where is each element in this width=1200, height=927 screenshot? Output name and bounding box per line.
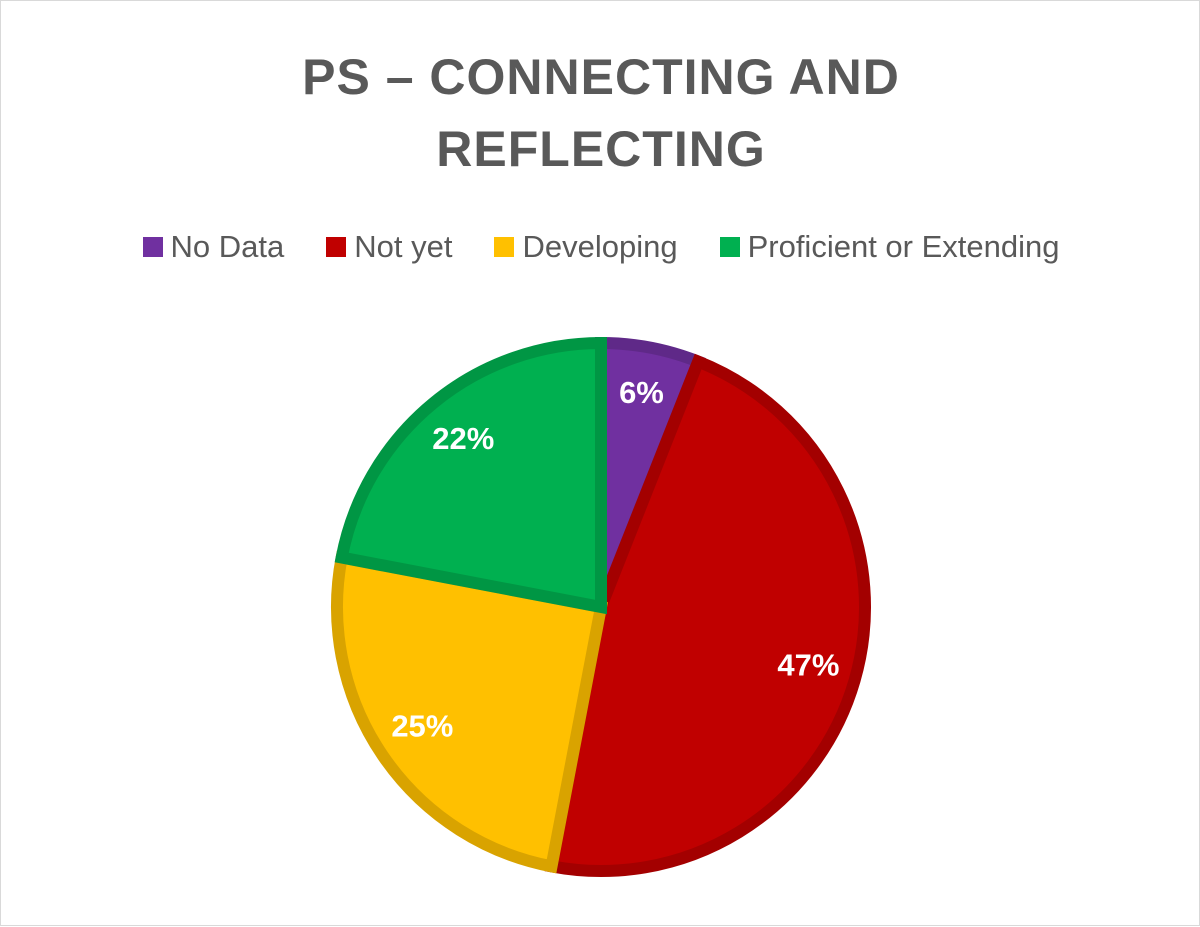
pie-slice xyxy=(544,353,871,877)
data-label: 22% xyxy=(432,421,494,456)
legend-label: No Data xyxy=(170,229,285,264)
pie-slice xyxy=(331,550,609,874)
legend-swatch xyxy=(719,237,740,257)
data-label: 6% xyxy=(619,375,664,410)
legend-swatch xyxy=(494,237,515,257)
legend-label: Not yet xyxy=(354,229,453,264)
legend-item: Proficient or Extending xyxy=(719,229,1060,265)
legend-swatch xyxy=(326,237,347,257)
chart-title: PS – CONNECTING AND REFLECTING xyxy=(302,49,900,177)
legend-item: Developing xyxy=(494,229,678,265)
pie-slice xyxy=(334,336,607,615)
legend-swatch xyxy=(142,237,163,257)
data-label: 47% xyxy=(777,647,839,682)
legend-item: No Data xyxy=(142,229,285,265)
legend: No Data Not yet Developing Proficient or Ex… xyxy=(1,229,1200,265)
legend-label: Proficient or Extending xyxy=(747,229,1060,264)
legend-item: Not yet xyxy=(326,229,452,265)
legend-label: Developing xyxy=(522,229,678,264)
data-label: 25% xyxy=(391,709,453,744)
